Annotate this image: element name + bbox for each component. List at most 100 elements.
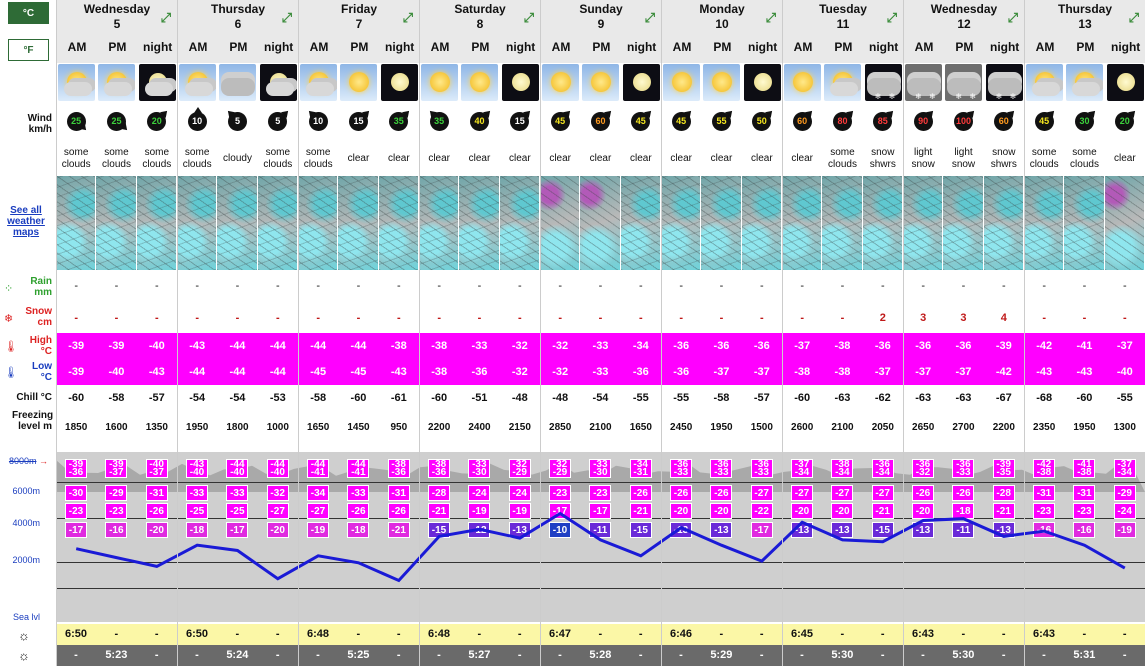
day-date: 10: [715, 17, 729, 31]
sunrise-time: -: [517, 628, 522, 640]
rain-value: -: [1122, 280, 1127, 292]
sunset-time: 5:23: [105, 649, 128, 661]
weather-map-thumbnail[interactable]: [983, 176, 1024, 270]
weather-description: light snow: [911, 147, 935, 170]
day-date: 13: [1078, 17, 1092, 31]
expand-day-icon[interactable]: ⤢: [1007, 10, 1018, 25]
weather-map-thumbnail[interactable]: [580, 176, 621, 270]
expand-day-icon[interactable]: ⤢: [1128, 10, 1139, 25]
weather-map-thumbnail[interactable]: [56, 176, 97, 270]
weather-map-thumbnail[interactable]: [943, 176, 984, 270]
period-label: night: [384, 40, 415, 54]
freezing-level-value: 2450: [670, 421, 693, 433]
altitude-temp-box: -18: [186, 522, 208, 538]
weather-map-thumbnail[interactable]: [1104, 176, 1145, 270]
wind-label: Wind km/h: [27, 113, 52, 135]
altitude-temp-box: -23: [1073, 503, 1096, 519]
weather-map-thumbnail[interactable]: [499, 176, 540, 270]
high-temp-value: -44: [229, 340, 246, 352]
weather-map-thumbnail[interactable]: [177, 176, 218, 270]
snow-value: -: [195, 312, 199, 324]
partly-cloudy-day-icon: [300, 64, 337, 101]
high-temp-value: -33: [592, 340, 609, 352]
altitude-temp-box: -29: [508, 467, 531, 478]
weather-map-thumbnail[interactable]: [540, 176, 581, 270]
weather-map-thumbnail[interactable]: [378, 176, 419, 270]
period-label: night: [142, 40, 173, 54]
clear-day-icon: [582, 64, 620, 101]
altitude-temp-box: -15: [629, 522, 652, 538]
celsius-button[interactable]: °C: [8, 2, 49, 24]
day-date: 6: [234, 17, 242, 31]
see-all-maps-link[interactable]: See all weather maps: [7, 205, 45, 238]
weather-map-thumbnail[interactable]: [741, 176, 782, 270]
weather-map-thumbnail[interactable]: [782, 176, 823, 270]
chill-value: -57: [148, 392, 165, 404]
sun-shape: [793, 72, 813, 92]
altitude-temp-box: -36: [387, 467, 410, 478]
chill-value: -55: [1116, 392, 1133, 404]
wind-arrow-icon: 30: [1074, 107, 1098, 131]
high-temp-value: -44: [310, 340, 327, 352]
high-temp-value: -36: [713, 340, 730, 352]
expand-day-icon[interactable]: ⤢: [160, 10, 171, 25]
weather-map-thumbnail[interactable]: [217, 176, 258, 270]
rain-row: ---------------------------: [56, 278, 1145, 294]
fahrenheit-button[interactable]: °F: [8, 39, 49, 61]
sea-level-label: Sea lvl: [12, 612, 40, 622]
weather-map-thumbnail[interactable]: [1064, 176, 1105, 270]
expand-day-icon[interactable]: ⤢: [765, 10, 776, 25]
snow-value: 3: [920, 312, 927, 324]
weather-map-thumbnail[interactable]: [298, 176, 339, 270]
clear-day-icon: [421, 64, 458, 101]
sun-shape: [712, 72, 733, 92]
low-temp-value: -38: [834, 366, 851, 378]
weather-description: clear: [1113, 153, 1136, 164]
expand-day-icon[interactable]: ⤢: [644, 10, 655, 25]
freezing-level-value: 1800: [226, 421, 249, 433]
chill-value: -63: [915, 392, 932, 404]
expand-day-icon[interactable]: ⤢: [281, 10, 292, 25]
weather-map-thumbnail[interactable]: [701, 176, 742, 270]
weather-map-thumbnail[interactable]: [338, 176, 379, 270]
freezing-level-value: 2050: [871, 421, 894, 433]
weather-map-thumbnail[interactable]: [1024, 176, 1065, 270]
snow-value: -: [759, 312, 764, 324]
wind-arrow-icon: 50: [752, 107, 776, 131]
sunrise-time: 6:48: [306, 628, 330, 640]
sunset-time: -: [921, 649, 925, 661]
altitude-temp-box: -20: [912, 503, 934, 519]
weather-map-thumbnail[interactable]: [257, 176, 298, 270]
chill-value: -55: [632, 392, 649, 404]
expand-day-icon[interactable]: ⤢: [523, 10, 534, 25]
wind-direction-arrow: [926, 107, 937, 118]
expand-day-icon[interactable]: ⤢: [402, 10, 413, 25]
wind-cell: 30: [1064, 104, 1104, 138]
altitude-temp-box: -25: [226, 503, 249, 519]
chill-value: -58: [310, 392, 327, 404]
weather-map-thumbnail[interactable]: [862, 176, 903, 270]
sunset-icon: ☼: [18, 648, 30, 663]
weather-map-thumbnail[interactable]: [96, 176, 137, 270]
weather-map-thumbnail[interactable]: [822, 176, 863, 270]
weather-map-thumbnail[interactable]: [903, 176, 944, 270]
altitude-temp-box: -27: [871, 485, 894, 501]
weather-map-thumbnail[interactable]: [136, 176, 177, 270]
high-temp-value: -38: [390, 340, 407, 352]
low-temp-value: -42: [995, 366, 1012, 378]
day-header: Thursday 6 ⤢ AM PM night: [177, 0, 298, 63]
sunrise-row: 6:50 - - 6:50 - - 6:48 - - 6:48 - - 6:47 - - 6:46 - - 6:45…: [56, 624, 1145, 645]
expand-day-icon[interactable]: ⤢: [886, 10, 897, 25]
weather-map-thumbnail[interactable]: [419, 176, 460, 270]
snow-value: -: [679, 312, 683, 324]
altitude-temp-box: -32: [912, 467, 934, 478]
rain-value: -: [1001, 280, 1006, 292]
altitude-temp-box: -36: [428, 467, 450, 478]
weather-map-thumbnail[interactable]: [661, 176, 702, 270]
clear-night-icon: [1106, 64, 1144, 101]
weather-maps-row[interactable]: [56, 176, 1145, 270]
high-temp-value: -36: [673, 340, 690, 352]
cloud-shape: [1032, 82, 1060, 96]
weather-map-thumbnail[interactable]: [620, 176, 661, 270]
weather-map-thumbnail[interactable]: [459, 176, 500, 270]
